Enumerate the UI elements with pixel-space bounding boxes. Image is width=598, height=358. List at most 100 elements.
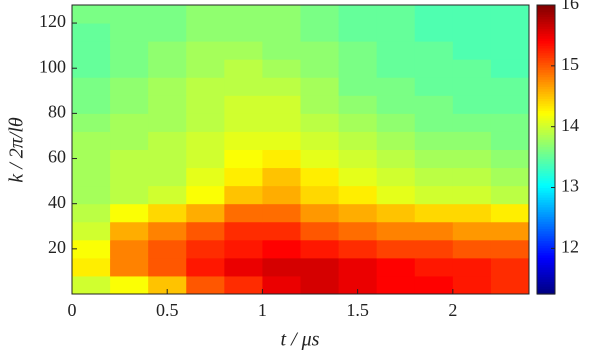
- colorbar-strip: [537, 238, 555, 242]
- colorbar-strip: [537, 139, 555, 143]
- colorbar-strip: [537, 43, 555, 47]
- heat-cell: [452, 275, 492, 295]
- heat-cell: [414, 185, 454, 205]
- heat-cell: [452, 59, 492, 78]
- heat-cell: [262, 221, 301, 241]
- heat-cell: [490, 41, 530, 60]
- colorbar-strip: [537, 125, 555, 129]
- colorbar-strip: [537, 36, 555, 40]
- colorbar-strip: [537, 161, 555, 165]
- heat-cell: [262, 77, 301, 96]
- heat-cell: [300, 239, 340, 259]
- heat-cell: [376, 77, 416, 96]
- colorbar-strip: [537, 255, 555, 259]
- heat-cell: [148, 203, 187, 223]
- heat-cell: [110, 5, 149, 24]
- heat-cell: [452, 203, 492, 223]
- colorbar-strip: [537, 33, 555, 37]
- colorbar-strip: [537, 147, 555, 151]
- heat-cell: [262, 95, 301, 114]
- heat-cell: [490, 131, 530, 150]
- heat-cell: [72, 23, 111, 42]
- colorbar-strip: [537, 151, 555, 155]
- colorbar-strip: [537, 180, 555, 184]
- colorbar-strip: [537, 19, 555, 23]
- colorbar-strip: [537, 195, 555, 199]
- colorbar-strip: [537, 289, 555, 293]
- heat-cell: [148, 113, 187, 132]
- colorbar-strip: [537, 243, 555, 247]
- colorbar-strip: [537, 262, 555, 266]
- colorbar-strip: [537, 185, 555, 189]
- colorbar-strip: [537, 7, 555, 11]
- heat-cell: [186, 185, 225, 205]
- colorbar-strip: [537, 26, 555, 30]
- y-tick-label: 80: [48, 102, 66, 122]
- colorbar-strip: [537, 163, 555, 167]
- heat-cell: [338, 41, 378, 60]
- heat-cell: [110, 167, 149, 187]
- colorbar-strip: [537, 89, 555, 93]
- colorbar-strip: [537, 207, 555, 211]
- colorbar-strip: [537, 91, 555, 95]
- colorbar-strip: [537, 12, 555, 16]
- heat-cell: [110, 203, 149, 223]
- heat-cell: [376, 221, 416, 241]
- heat-cell: [338, 257, 378, 277]
- colorbar-strip: [537, 5, 555, 9]
- colorbar-strip: [537, 281, 555, 285]
- heat-cell: [148, 59, 187, 78]
- colorbar-strip: [537, 291, 555, 295]
- heat-cell: [72, 131, 111, 150]
- heat-cell: [186, 77, 225, 96]
- colorbar-strip: [537, 65, 555, 69]
- heat-cell: [452, 5, 492, 24]
- heat-cell: [186, 239, 225, 259]
- heat-cell: [338, 203, 378, 223]
- colorbar-strip: [537, 277, 555, 281]
- heat-cell: [338, 113, 378, 132]
- heat-cell: [110, 239, 149, 259]
- colorbar-strip: [537, 29, 555, 33]
- heat-cell: [72, 149, 111, 169]
- heat-cell: [224, 113, 263, 132]
- heat-cell: [452, 23, 492, 42]
- colorbar-strip: [537, 41, 555, 45]
- colorbar-strip: [537, 123, 555, 127]
- colorbar-strip: [537, 245, 555, 249]
- heat-cell: [72, 221, 111, 241]
- colorbar-strip: [537, 204, 555, 208]
- heat-cell: [262, 59, 301, 78]
- heat-cell: [262, 239, 301, 259]
- heat-cell: [110, 77, 149, 96]
- colorbar-strip: [537, 135, 555, 139]
- colorbar-tick-label: 14: [561, 115, 579, 135]
- heat-cell: [262, 185, 301, 205]
- heat-cell: [72, 185, 111, 205]
- heat-cell: [452, 77, 492, 96]
- colorbar-strip: [537, 257, 555, 261]
- heat-cell: [186, 95, 225, 114]
- heat-cell: [300, 203, 340, 223]
- heat-cell: [110, 113, 149, 132]
- heat-cell: [72, 41, 111, 60]
- heat-cell: [72, 95, 111, 114]
- colorbar-strip: [537, 38, 555, 42]
- heat-cell: [490, 257, 530, 277]
- heat-cell: [490, 59, 530, 78]
- heat-cell: [452, 239, 492, 259]
- heat-cell: [186, 5, 225, 24]
- heat-cell: [300, 5, 340, 24]
- heat-cell: [414, 149, 454, 169]
- x-tick-label: 1: [258, 300, 267, 320]
- heat-cell: [148, 221, 187, 241]
- heat-cell: [224, 59, 263, 78]
- heat-cell: [414, 41, 454, 60]
- colorbar-strip: [537, 214, 555, 218]
- heat-cell: [376, 41, 416, 60]
- colorbar-strip: [537, 70, 555, 74]
- heat-cell: [186, 149, 225, 169]
- heat-cell: [224, 185, 263, 205]
- heat-cell: [338, 23, 378, 42]
